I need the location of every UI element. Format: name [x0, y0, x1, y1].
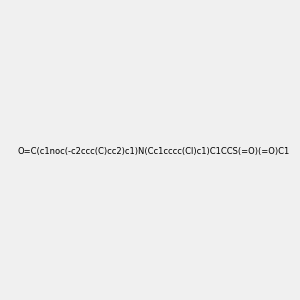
Text: O=C(c1noc(-c2ccc(C)cc2)c1)N(Cc1cccc(Cl)c1)C1CCS(=O)(=O)C1: O=C(c1noc(-c2ccc(C)cc2)c1)N(Cc1cccc(Cl)c… [18, 147, 290, 156]
